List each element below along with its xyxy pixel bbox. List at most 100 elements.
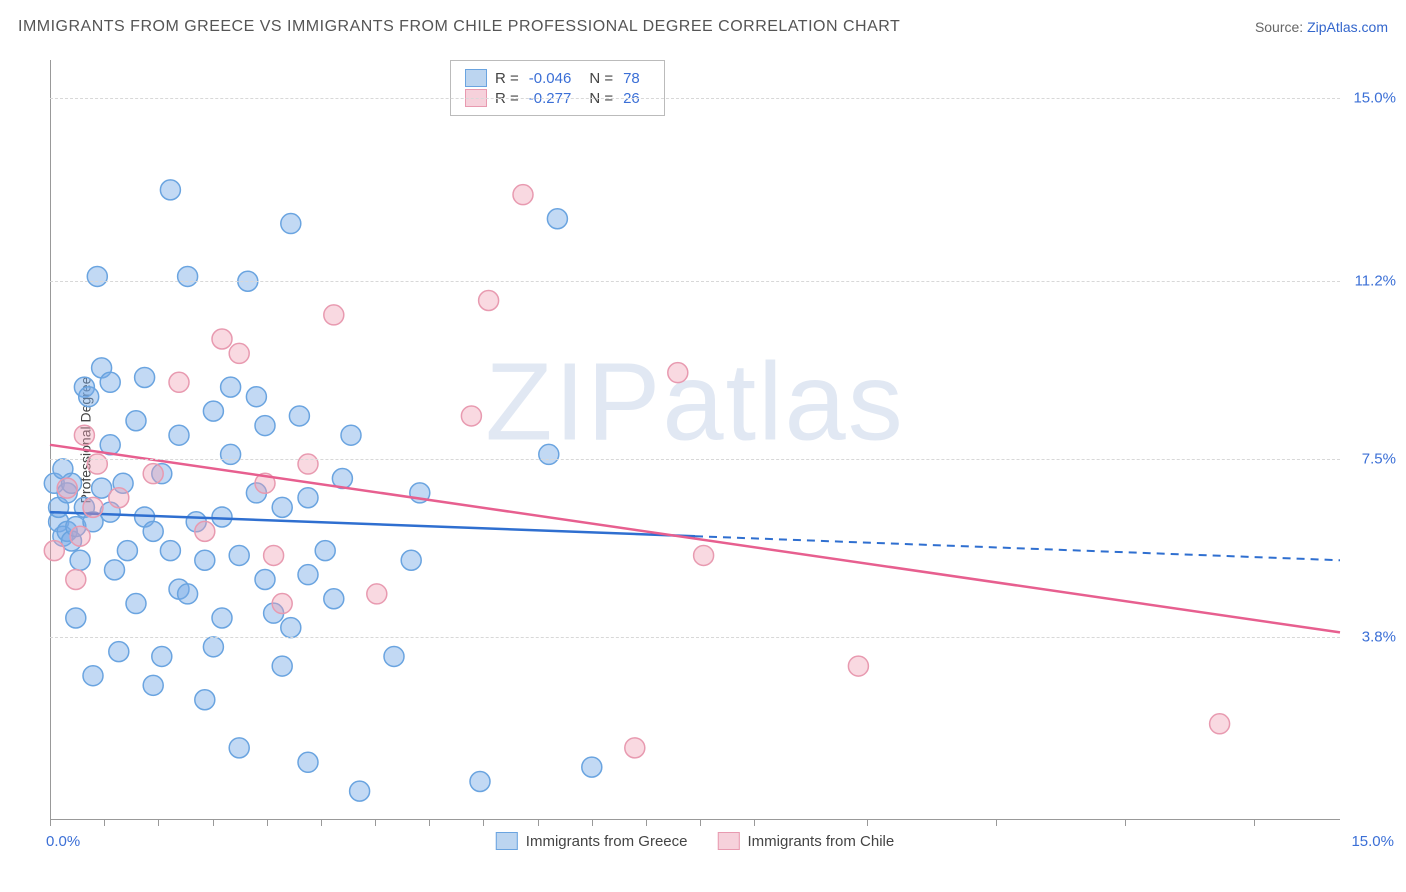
scatter-point [70, 550, 90, 570]
x-tick [104, 820, 105, 826]
y-tick-label: 3.8% [1362, 629, 1396, 646]
scatter-point [109, 642, 129, 662]
scatter-point [66, 569, 86, 589]
swatch-greece [496, 832, 518, 850]
scatter-point [547, 209, 567, 229]
scatter-point [298, 565, 318, 585]
scatter-point [401, 550, 421, 570]
scatter-point [513, 185, 533, 205]
scatter-point [203, 637, 223, 657]
scatter-point [143, 521, 163, 541]
plot-area: Professional Degree ZIPatlas R = -0.046 … [50, 60, 1340, 820]
legend-row-greece: R = -0.046 N = 78 [465, 69, 650, 87]
swatch-chile [718, 832, 740, 850]
scatter-point [135, 367, 155, 387]
x-tick [1125, 820, 1126, 826]
scatter-point [272, 594, 292, 614]
x-tick [267, 820, 268, 826]
series-legend: Immigrants from Greece Immigrants from C… [496, 832, 894, 850]
source-attribution: Source: ZipAtlas.com [1255, 19, 1388, 35]
x-tick [867, 820, 868, 826]
legend-r-label: R = [495, 70, 519, 87]
scatter-point [195, 550, 215, 570]
scatter-point [848, 656, 868, 676]
chart-title: IMMIGRANTS FROM GREECE VS IMMIGRANTS FRO… [18, 18, 900, 36]
scatter-point [229, 545, 249, 565]
scatter-point [582, 757, 602, 777]
x-tick [429, 820, 430, 826]
chart-container: IMMIGRANTS FROM GREECE VS IMMIGRANTS FRO… [0, 0, 1406, 892]
scatter-point [105, 560, 125, 580]
scatter-point [255, 569, 275, 589]
source-link[interactable]: ZipAtlas.com [1307, 19, 1388, 35]
scatter-point [341, 425, 361, 445]
scatter-point [272, 497, 292, 517]
scatter-point [169, 372, 189, 392]
correlation-legend: R = -0.046 N = 78 R = -0.277 N = 26 [450, 60, 665, 116]
scatter-point [126, 594, 146, 614]
scatter-point [212, 507, 232, 527]
scatter-point [694, 545, 714, 565]
legend-item-chile: Immigrants from Chile [718, 832, 895, 850]
legend-n-label: N = [589, 70, 613, 87]
scatter-point [324, 305, 344, 325]
scatter-point [160, 180, 180, 200]
scatter-point [57, 478, 77, 498]
scatter-point [83, 666, 103, 686]
scatter-point [461, 406, 481, 426]
scatter-point [178, 584, 198, 604]
swatch-greece [465, 69, 487, 87]
x-tick [754, 820, 755, 826]
scatter-point [367, 584, 387, 604]
scatter-point [272, 656, 292, 676]
legend-label-chile: Immigrants from Chile [748, 833, 895, 850]
gridline [50, 281, 1340, 282]
x-tick [158, 820, 159, 826]
scatter-point [44, 541, 64, 561]
scatter-point [152, 646, 172, 666]
scatter-point [350, 781, 370, 801]
scatter-point [212, 329, 232, 349]
gridline [50, 98, 1340, 99]
x-tick-right: 15.0% [1351, 833, 1394, 850]
scatter-point [160, 541, 180, 561]
scatter-point [83, 497, 103, 517]
scatter-point [229, 343, 249, 363]
y-tick-label: 15.0% [1353, 90, 1396, 107]
title-bar: IMMIGRANTS FROM GREECE VS IMMIGRANTS FRO… [18, 18, 1388, 36]
scatter-point [255, 416, 275, 436]
scatter-point [384, 646, 404, 666]
legend-greece-n: 78 [623, 70, 640, 87]
scatter-point [87, 454, 107, 474]
plot-svg [50, 60, 1340, 820]
scatter-point [195, 521, 215, 541]
scatter-point [1210, 714, 1230, 734]
scatter-point [203, 401, 223, 421]
regression-line-dashed [695, 536, 1340, 560]
x-tick [646, 820, 647, 826]
scatter-point [221, 444, 241, 464]
scatter-point [298, 454, 318, 474]
scatter-point [539, 444, 559, 464]
scatter-point [298, 488, 318, 508]
x-tick [592, 820, 593, 826]
legend-greece-r: -0.046 [529, 70, 572, 87]
scatter-point [479, 291, 499, 311]
scatter-point [668, 363, 688, 383]
scatter-point [289, 406, 309, 426]
source-label: Source: [1255, 19, 1303, 35]
x-tick [375, 820, 376, 826]
x-tick [1254, 820, 1255, 826]
scatter-point [117, 541, 137, 561]
legend-label-greece: Immigrants from Greece [526, 833, 688, 850]
y-tick-label: 7.5% [1362, 451, 1396, 468]
scatter-point [625, 738, 645, 758]
scatter-point [264, 545, 284, 565]
scatter-point [324, 589, 344, 609]
scatter-point [66, 608, 86, 628]
scatter-point [246, 387, 266, 407]
x-tick [996, 820, 997, 826]
scatter-point [109, 488, 129, 508]
x-tick [538, 820, 539, 826]
scatter-point [79, 387, 99, 407]
